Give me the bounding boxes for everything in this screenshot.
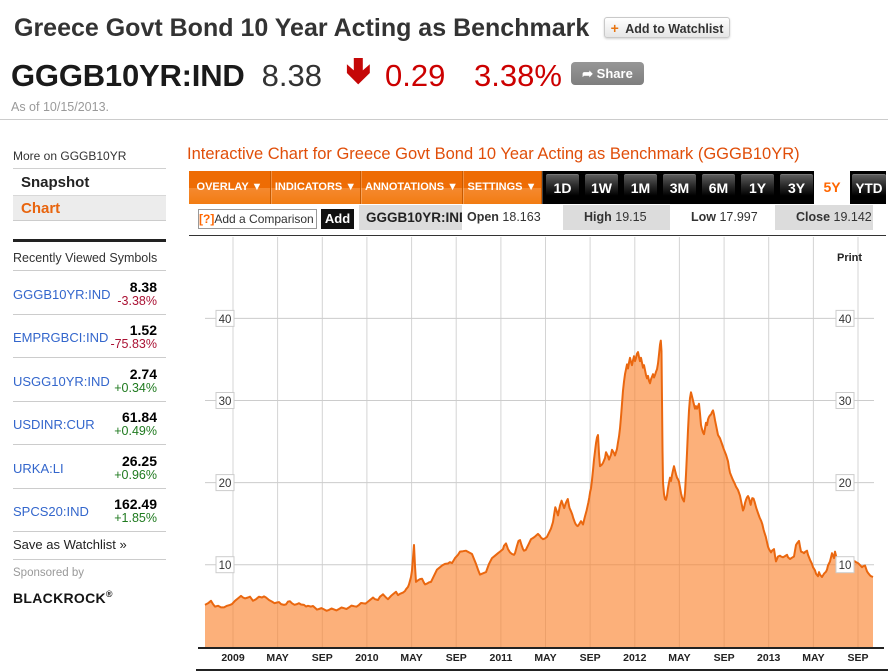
svg-text:20: 20 xyxy=(219,478,232,490)
svg-text:40: 40 xyxy=(839,314,852,326)
svg-text:MAY: MAY xyxy=(266,652,288,664)
svg-text:MAY: MAY xyxy=(534,652,556,664)
svg-text:30: 30 xyxy=(219,396,232,408)
svg-text:Print: Print xyxy=(837,252,862,264)
svg-text:2011: 2011 xyxy=(490,652,513,664)
svg-text:MAY: MAY xyxy=(400,652,422,664)
svg-text:2012: 2012 xyxy=(623,652,647,664)
svg-text:SEP: SEP xyxy=(714,652,735,664)
svg-text:MAY: MAY xyxy=(668,652,690,664)
svg-text:2010: 2010 xyxy=(355,652,379,664)
svg-text:2009: 2009 xyxy=(221,652,245,664)
svg-text:SEP: SEP xyxy=(312,652,333,664)
svg-text:SEP: SEP xyxy=(847,652,868,664)
svg-text:SEP: SEP xyxy=(446,652,467,664)
svg-text:SEP: SEP xyxy=(580,652,601,664)
svg-text:40: 40 xyxy=(219,314,232,326)
svg-text:2013: 2013 xyxy=(757,652,781,664)
svg-text:10: 10 xyxy=(219,560,232,572)
svg-text:30: 30 xyxy=(839,396,852,408)
svg-text:10: 10 xyxy=(839,560,852,572)
svg-text:20: 20 xyxy=(839,478,852,490)
svg-text:MAY: MAY xyxy=(802,652,824,664)
